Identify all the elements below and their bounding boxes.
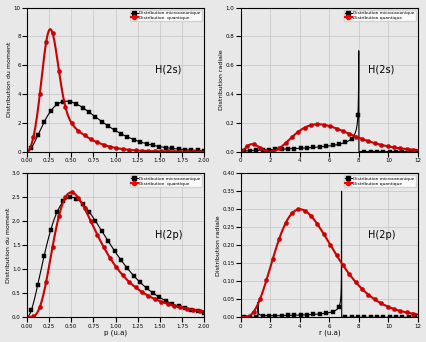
Text: H(2p): H(2p)	[368, 230, 395, 240]
Legend: Distribution microcanonique, Distribution  quantique: Distribution microcanonique, Distributio…	[130, 10, 201, 21]
Text: H(2s): H(2s)	[368, 64, 394, 75]
Y-axis label: Distribution radiale: Distribution radiale	[215, 215, 220, 276]
Y-axis label: Distribution du moment: Distribution du moment	[7, 42, 12, 117]
Text: H(2s): H(2s)	[154, 64, 181, 75]
X-axis label: p (u.a): p (u.a)	[104, 330, 127, 337]
Legend: Distribution microcanonique, Distribution  quantique: Distribution microcanonique, Distributio…	[130, 175, 201, 187]
Text: H(2p): H(2p)	[154, 230, 181, 240]
Y-axis label: Distribution radiale: Distribution radiale	[219, 49, 224, 110]
Y-axis label: Distribution du moment: Distribution du moment	[6, 208, 11, 283]
Legend: Distribution microcanonique, Distribution quantique: Distribution microcanonique, Distributio…	[343, 10, 415, 21]
X-axis label: r (u.a): r (u.a)	[318, 330, 340, 337]
Legend: Distribution microcanonique, Distribution quantique: Distribution microcanonique, Distributio…	[343, 175, 415, 187]
